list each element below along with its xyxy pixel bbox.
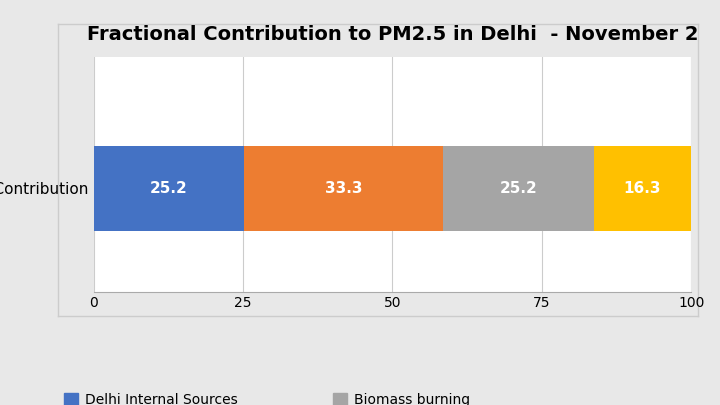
Text: 16.3: 16.3 (624, 181, 661, 196)
Text: 33.3: 33.3 (325, 181, 362, 196)
Bar (244, 146, 444, 230)
Title: Fractional Contribution to PM2.5 in Delhi  - November 2: Fractional Contribution to PM2.5 in Delh… (86, 25, 698, 44)
Text: 25.2: 25.2 (500, 181, 537, 196)
Bar (444, 146, 594, 230)
Text: 25.2: 25.2 (150, 181, 188, 196)
Legend: Delhi Internal Sources, NCR districts - Haryana, UP, Raj, Biomass burning, Other: Delhi Internal Sources, NCR districts - … (59, 388, 475, 405)
Bar (94, 146, 244, 230)
Bar (594, 146, 691, 230)
